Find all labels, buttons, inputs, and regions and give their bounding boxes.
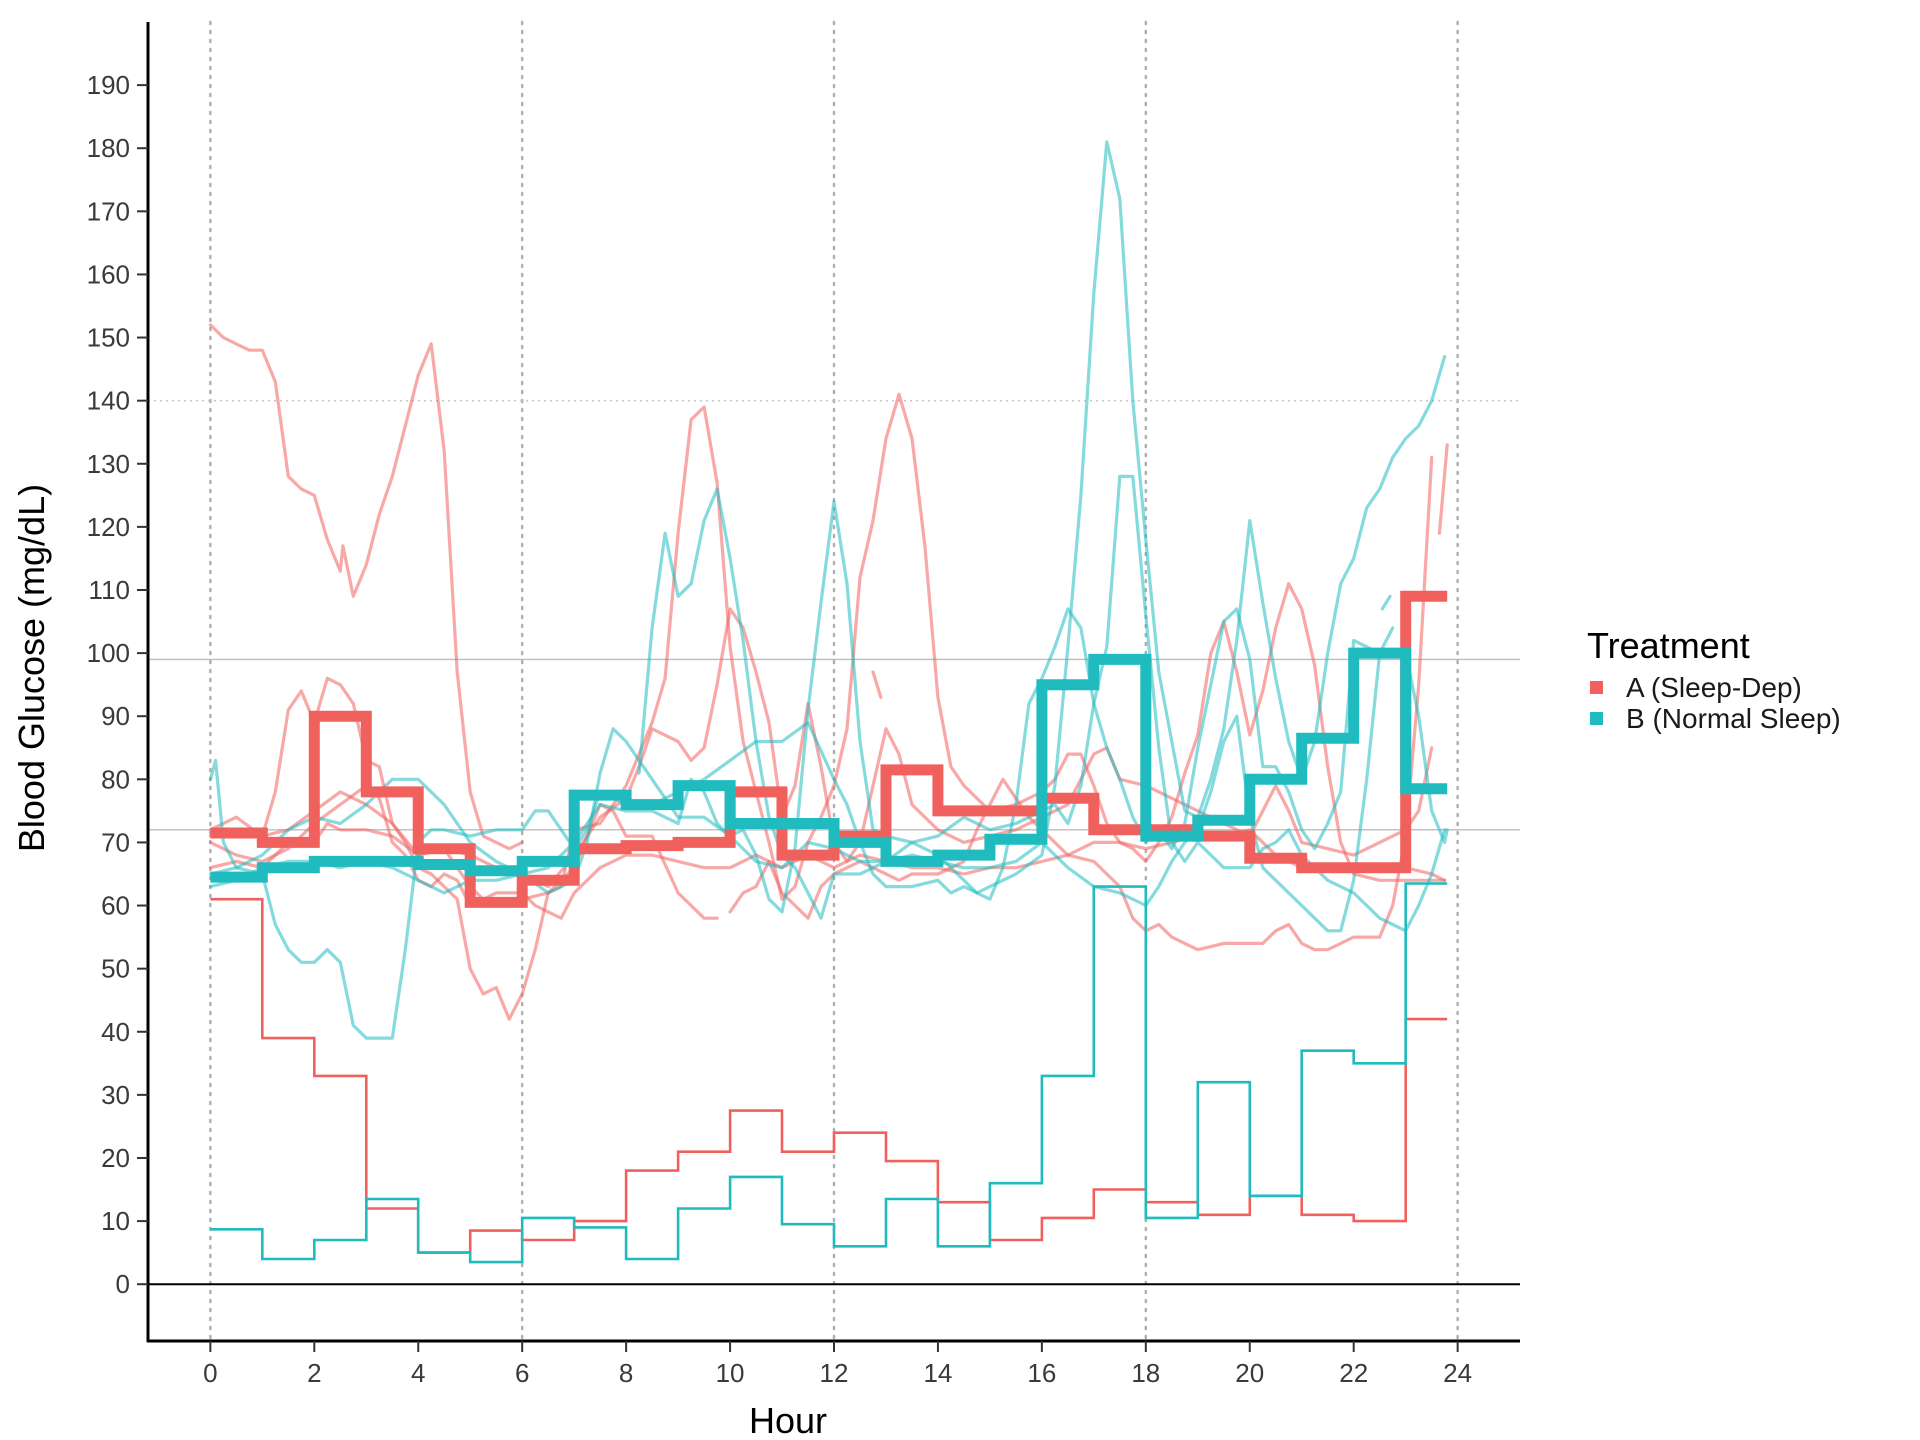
y-tick-label-10: 10	[101, 1206, 130, 1236]
y-tick-label-140: 140	[87, 386, 130, 416]
y-tick-label-20: 20	[101, 1143, 130, 1173]
y-tick-label-40: 40	[101, 1017, 130, 1047]
individual-series-b-9	[208, 474, 1447, 933]
legend-label-a: A (Sleep-Dep)	[1626, 672, 1802, 703]
individual-series-b-12	[1380, 594, 1392, 611]
x-tick-label-4: 4	[411, 1358, 425, 1388]
x-tick-label-20: 20	[1235, 1358, 1264, 1388]
mean-step-line-a	[210, 590, 1448, 908]
x-tick-label-18: 18	[1131, 1358, 1160, 1388]
x-tick-label-14: 14	[923, 1358, 952, 1388]
x-tick-label-10: 10	[716, 1358, 745, 1388]
individual-series-b-11	[637, 140, 1447, 920]
x-axis-title: Hour	[749, 1400, 827, 1440]
x-tick-label-12: 12	[820, 1358, 849, 1388]
x-tick-label-24: 24	[1443, 1358, 1472, 1388]
y-tick-label-160: 160	[87, 259, 130, 289]
x-tick-label-2: 2	[307, 1358, 321, 1388]
y-tick-label-80: 80	[101, 764, 130, 794]
legend-swatch-b	[1590, 712, 1603, 725]
y-tick-label-0: 0	[116, 1269, 130, 1299]
legend-swatch-a	[1590, 681, 1603, 694]
individual-series-a-2	[208, 783, 719, 920]
mean-step-line-b	[210, 647, 1448, 883]
mean-step-layer	[210, 590, 1448, 908]
individual-series-a-1	[208, 392, 1447, 1021]
y-tick-label-70: 70	[101, 827, 130, 857]
y-tick-label-130: 130	[87, 449, 130, 479]
y-tick-label-30: 30	[101, 1080, 130, 1110]
sd-step-layer	[210, 882, 1448, 1264]
x-tick-label-0: 0	[203, 1358, 217, 1388]
y-tick-label-150: 150	[87, 323, 130, 353]
y-tick-label-60: 60	[101, 891, 130, 921]
legend: Treatment A (Sleep-Dep) B (Normal Sleep)	[1587, 625, 1841, 734]
legend-title: Treatment	[1587, 625, 1750, 666]
y-axis-title: Blood Glucose (mg/dL)	[11, 484, 52, 852]
y-tick-label-180: 180	[87, 133, 130, 163]
y-tick-label-120: 120	[87, 512, 130, 542]
x-tick-label-16: 16	[1027, 1358, 1056, 1388]
individual-lines-layer	[208, 140, 1449, 1040]
legend-label-b: B (Normal Sleep)	[1626, 703, 1841, 734]
x-tick-label-22: 22	[1339, 1358, 1368, 1388]
individual-series-a-7	[1437, 443, 1449, 535]
x-tick-label-8: 8	[619, 1358, 633, 1388]
x-tick-label-6: 6	[515, 1358, 529, 1388]
sd-step-line-b	[210, 882, 1448, 1264]
individual-series-a-0	[208, 323, 524, 851]
y-tick-label-170: 170	[87, 196, 130, 226]
y-tick-label-90: 90	[101, 701, 130, 731]
y-tick-label-190: 190	[87, 70, 130, 100]
y-tick-label-110: 110	[89, 575, 130, 605]
individual-series-a-3	[728, 455, 1434, 952]
y-tick-label-50: 50	[101, 954, 130, 984]
y-tick-label-100: 100	[87, 638, 130, 668]
individual-series-a-6	[871, 670, 883, 699]
axis-layer: 0102030405060708090100110120130140150160…	[87, 22, 1520, 1388]
